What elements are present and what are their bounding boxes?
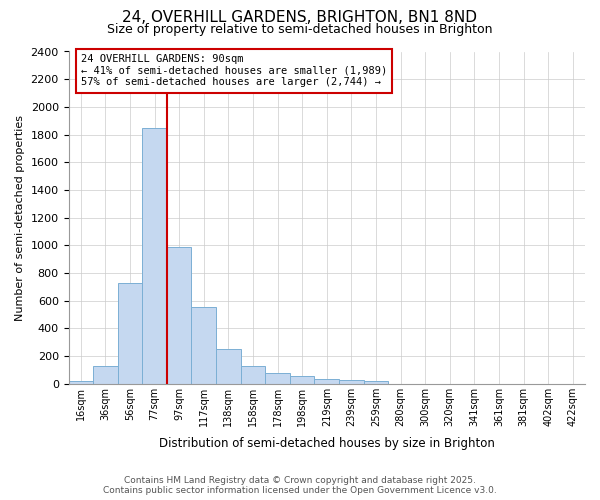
Bar <box>191 307 216 384</box>
Bar <box>167 248 191 384</box>
Text: 24 OVERHILL GARDENS: 90sqm
← 41% of semi-detached houses are smaller (1,989)
57%: 24 OVERHILL GARDENS: 90sqm ← 41% of semi… <box>81 54 387 88</box>
X-axis label: Distribution of semi-detached houses by size in Brighton: Distribution of semi-detached houses by … <box>159 437 495 450</box>
Bar <box>142 128 167 384</box>
Bar <box>93 366 118 384</box>
Bar <box>216 349 241 384</box>
Bar <box>265 374 290 384</box>
Y-axis label: Number of semi-detached properties: Number of semi-detached properties <box>15 114 25 320</box>
Bar <box>314 379 339 384</box>
Bar <box>68 381 93 384</box>
Text: Size of property relative to semi-detached houses in Brighton: Size of property relative to semi-detach… <box>107 22 493 36</box>
Bar <box>118 282 142 384</box>
Text: 24, OVERHILL GARDENS, BRIGHTON, BN1 8ND: 24, OVERHILL GARDENS, BRIGHTON, BN1 8ND <box>122 10 478 25</box>
Bar <box>290 376 314 384</box>
Bar <box>364 381 388 384</box>
Bar <box>339 380 364 384</box>
Text: Contains HM Land Registry data © Crown copyright and database right 2025.
Contai: Contains HM Land Registry data © Crown c… <box>103 476 497 495</box>
Bar <box>241 366 265 384</box>
